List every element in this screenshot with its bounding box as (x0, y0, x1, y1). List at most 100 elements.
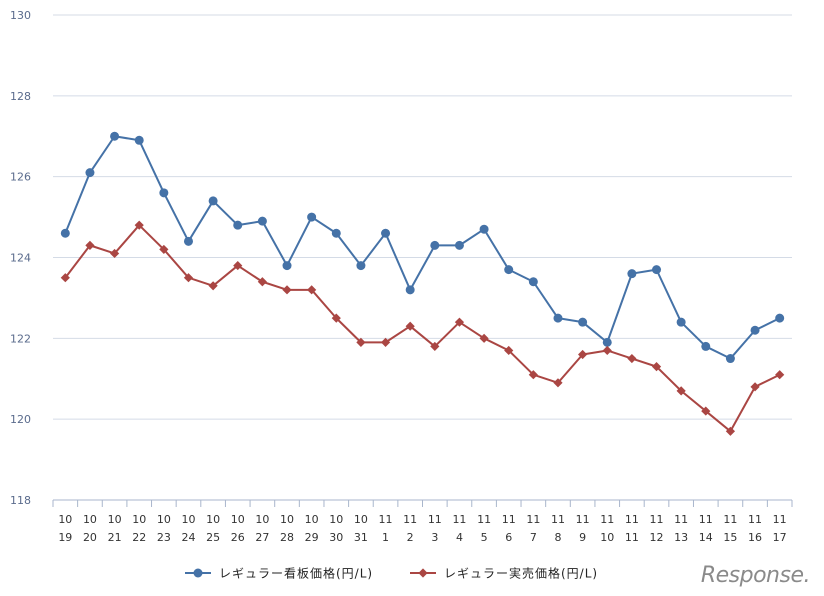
data-point (233, 220, 243, 230)
x-tick-label-month: 10 (280, 513, 294, 526)
x-tick-label-day: 10 (600, 531, 614, 544)
x-axis: 1019102010211022102310241025102610271028… (52, 499, 793, 544)
data-point (454, 317, 465, 327)
data-point (553, 313, 563, 323)
x-tick-label-day: 20 (83, 531, 97, 544)
data-point (602, 345, 612, 356)
data-point (307, 212, 317, 222)
x-tick-label-month: 11 (477, 513, 491, 526)
x-tick-label-day: 21 (108, 531, 122, 544)
data-point (331, 228, 341, 238)
x-tick-label-month: 11 (379, 513, 393, 526)
x-tick-label-day: 26 (231, 531, 245, 544)
data-point (676, 386, 686, 396)
data-point (193, 568, 203, 578)
x-tick-label-month: 10 (231, 513, 245, 526)
data-point (676, 317, 686, 327)
series-layer (60, 131, 785, 436)
data-point (85, 240, 95, 250)
data-point (479, 224, 489, 234)
data-point (183, 273, 194, 283)
x-tick-label-day: 27 (255, 531, 269, 544)
x-tick-label-month: 11 (526, 513, 540, 526)
y-tick-label: 120 (10, 413, 31, 426)
data-point (528, 277, 538, 287)
x-tick-label-day: 13 (674, 531, 688, 544)
x-tick-label-day: 11 (625, 531, 639, 544)
x-tick-label-month: 11 (773, 513, 787, 526)
y-tick-label: 122 (10, 332, 31, 345)
x-tick-label-month: 11 (723, 513, 737, 526)
grid-lines (53, 14, 792, 420)
legend-item-1[interactable]: レギュラー看板価格(円/L) (185, 566, 373, 581)
x-tick-label-month: 10 (255, 513, 269, 526)
data-point (208, 281, 218, 291)
y-axis-ticks: 130 128 126 124 122 120 118 (10, 9, 31, 507)
y-tick-label: 118 (10, 494, 31, 507)
data-point (454, 240, 464, 250)
y-tick-label: 130 (10, 9, 31, 22)
data-point (578, 349, 588, 360)
x-tick-label-day: 28 (280, 531, 294, 544)
series-line (64, 224, 781, 433)
x-tick-label-month: 11 (699, 513, 713, 526)
x-tick-label-month: 10 (329, 513, 343, 526)
y-tick-label: 126 (10, 171, 31, 184)
x-tick-label-day: 14 (699, 531, 713, 544)
data-point (356, 337, 366, 347)
x-tick-label-day: 8 (554, 531, 561, 544)
data-point (578, 317, 588, 327)
x-tick-label-month: 11 (674, 513, 688, 526)
series-2 (60, 220, 785, 436)
x-tick-label-month: 10 (354, 513, 368, 526)
data-point (60, 273, 70, 283)
legend: レギュラー看板価格(円/L) レギュラー実売価格(円/L) (185, 566, 598, 581)
legend-item-2[interactable]: レギュラー実売価格(円/L) (410, 566, 598, 581)
legend-label: レギュラー看板価格(円/L) (219, 566, 373, 581)
x-tick-label-month: 11 (502, 513, 516, 526)
y-tick-label: 128 (10, 90, 31, 103)
data-point (257, 277, 267, 287)
data-point (775, 370, 785, 380)
x-tick-label-day: 23 (157, 531, 171, 544)
data-point (233, 260, 243, 271)
data-point (602, 337, 612, 347)
x-tick-label-month: 10 (206, 513, 220, 526)
data-point (60, 228, 70, 238)
data-point (159, 244, 169, 255)
x-tick-label-day: 24 (181, 531, 195, 544)
x-tick-label-day: 15 (723, 531, 737, 544)
data-point (405, 321, 415, 331)
x-tick-label-month: 11 (650, 513, 664, 526)
data-point (750, 382, 760, 392)
data-point (701, 406, 711, 416)
x-tick-label-month: 11 (600, 513, 614, 526)
data-point (627, 269, 637, 279)
x-tick-label-month: 11 (428, 513, 442, 526)
data-point (307, 285, 317, 295)
data-point (381, 228, 391, 238)
x-tick-label-day: 22 (132, 531, 146, 544)
data-point (208, 196, 218, 206)
x-tick-label-month: 10 (58, 513, 72, 526)
data-point (430, 240, 440, 250)
data-point (109, 248, 120, 259)
data-point (159, 188, 169, 198)
series-1 (60, 131, 785, 364)
data-point (282, 261, 292, 271)
data-point (183, 236, 193, 246)
series-line (64, 135, 781, 360)
x-tick-label-day: 25 (206, 531, 220, 544)
x-tick-label-day: 17 (773, 531, 787, 544)
x-tick-label-day: 6 (505, 531, 512, 544)
data-point (504, 345, 514, 356)
data-point (85, 168, 95, 178)
data-point (134, 220, 144, 230)
data-point (257, 216, 267, 226)
x-tick-label-day: 2 (407, 531, 414, 544)
x-tick-label-month: 10 (108, 513, 122, 526)
x-tick-label-month: 10 (132, 513, 146, 526)
x-tick-label-day: 7 (530, 531, 537, 544)
data-point (725, 426, 736, 436)
